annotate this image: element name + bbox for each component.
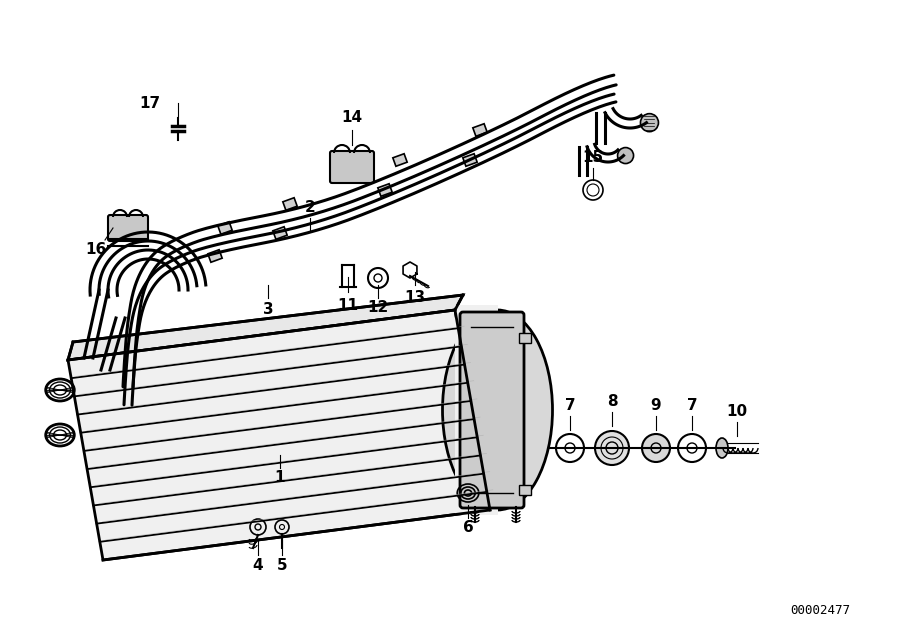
Ellipse shape: [716, 438, 728, 458]
Polygon shape: [68, 295, 463, 360]
Ellipse shape: [641, 114, 659, 131]
Ellipse shape: [617, 147, 634, 164]
Text: 7: 7: [687, 399, 698, 413]
Ellipse shape: [642, 434, 670, 462]
Polygon shape: [392, 154, 407, 166]
Text: 17: 17: [140, 95, 160, 110]
Polygon shape: [472, 124, 487, 137]
Polygon shape: [218, 222, 232, 234]
Text: 13: 13: [404, 290, 426, 305]
Polygon shape: [283, 197, 297, 210]
Text: 15: 15: [582, 150, 604, 166]
FancyBboxPatch shape: [460, 312, 524, 508]
Text: 14: 14: [341, 110, 363, 126]
Polygon shape: [68, 310, 490, 560]
Text: 10: 10: [726, 404, 748, 420]
Ellipse shape: [443, 310, 553, 510]
Text: 5: 5: [276, 559, 287, 573]
Text: 16: 16: [86, 243, 106, 258]
FancyBboxPatch shape: [330, 151, 374, 183]
Polygon shape: [455, 305, 498, 515]
Polygon shape: [378, 184, 392, 196]
Ellipse shape: [595, 431, 629, 465]
Text: 12: 12: [367, 300, 389, 316]
Text: 3: 3: [263, 302, 274, 318]
Text: 4: 4: [253, 559, 264, 573]
Text: 11: 11: [338, 298, 358, 312]
Polygon shape: [463, 154, 477, 166]
Text: 7: 7: [564, 399, 575, 413]
Bar: [519, 485, 531, 495]
Polygon shape: [273, 227, 287, 239]
Polygon shape: [208, 250, 222, 262]
Text: 6: 6: [463, 521, 473, 535]
Text: 8: 8: [607, 394, 617, 410]
Text: 00002477: 00002477: [790, 603, 850, 617]
FancyBboxPatch shape: [108, 215, 148, 241]
Ellipse shape: [556, 434, 584, 462]
Ellipse shape: [678, 434, 706, 462]
Text: 1: 1: [274, 471, 285, 486]
Text: 9: 9: [651, 399, 661, 413]
Text: 2: 2: [304, 201, 315, 215]
Bar: [519, 333, 531, 343]
